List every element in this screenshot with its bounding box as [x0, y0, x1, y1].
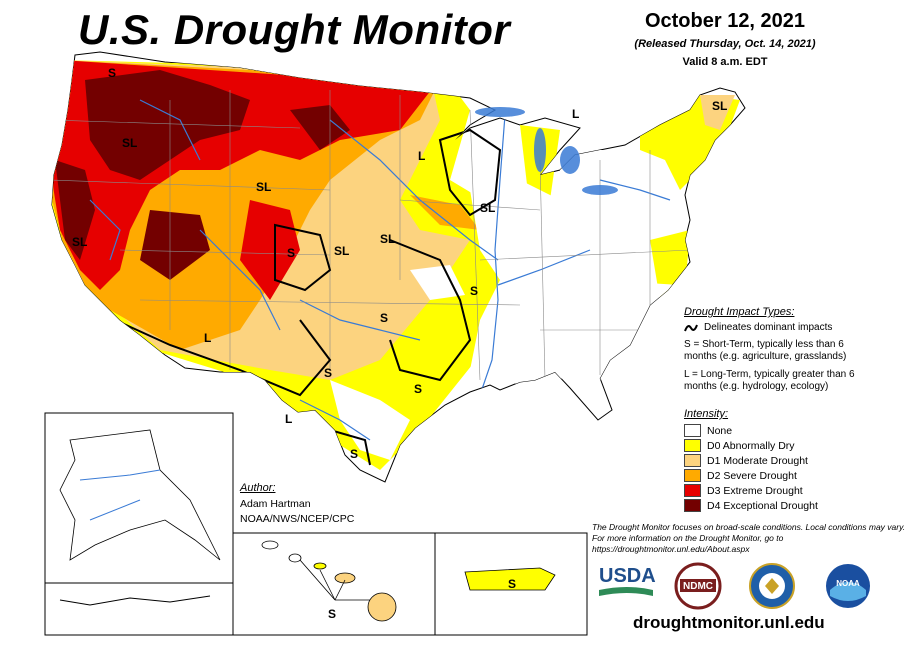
map-label-az: L [204, 331, 211, 345]
map-label-ne: SL [334, 244, 349, 258]
swatch-d3 [684, 484, 701, 497]
map-label-wi: L [418, 149, 425, 163]
release-date: (Released Thursday, Oct. 14, 2021) [634, 38, 816, 50]
legend-item: D3 Extreme Drought [684, 484, 818, 497]
swatch-d0 [684, 439, 701, 452]
map-label-pr: S [508, 577, 516, 591]
legend-item: None [684, 424, 818, 437]
map-label-tx-west: L [285, 412, 292, 426]
map-label-co: S [287, 246, 295, 260]
short-term-desc: S = Short-Term, typically less than 6 mo… [684, 339, 847, 362]
map-label-ks: SL [380, 232, 395, 246]
map-date: October 12, 2021 [644, 10, 806, 32]
intensity-legend-heading: Intensity: [684, 408, 729, 420]
disclaimer-text: The Drought Monitor focuses on broad-sca… [592, 522, 906, 554]
map-label-mo: S [470, 284, 478, 298]
impact-line-label: Delineates dominant impacts [704, 322, 833, 333]
impact-line-icon [684, 324, 698, 331]
legend-item: D2 Severe Drought [684, 469, 818, 482]
map-label-mn-north: L [572, 107, 579, 121]
author-block: Author: Adam Hartman NOAA/NWS/NCEP/CPC [240, 481, 354, 527]
ndmc-logo: NDMC [674, 562, 722, 610]
svg-text:NDMC: NDMC [683, 581, 713, 592]
map-label-maine: SL [712, 99, 727, 113]
author-org: NOAA/NWS/NCEP/CPC [240, 513, 355, 525]
author-name: Adam Hartman [240, 498, 311, 510]
impact-legend-heading: Drought Impact Types: [684, 306, 795, 318]
legend-item: D4 Exceptional Drought [684, 499, 818, 512]
noaa-logo: NOAA [826, 564, 870, 608]
svg-text:NOAA: NOAA [836, 579, 860, 588]
svg-text:USDA: USDA [599, 565, 656, 587]
legend-item: D0 Abnormally Dry [684, 439, 818, 452]
map-label-ca: SL [72, 235, 87, 249]
aleutian-inset [44, 582, 234, 636]
map-label-id: SL [256, 180, 271, 194]
impact-legend: Drought Impact Types: Delineates dominan… [684, 306, 904, 399]
swatch-d1 [684, 454, 701, 467]
map-label-or: SL [122, 136, 137, 150]
intensity-legend: Intensity: None D0 Abnormally Dry D1 Mod… [684, 408, 818, 514]
commerce-logo [749, 563, 795, 609]
map-label-ia: SL [480, 201, 495, 215]
legend-item: D1 Moderate Drought [684, 454, 818, 467]
map-label-ok: S [380, 311, 388, 325]
website-url[interactable]: droughtmonitor.unl.edu [633, 613, 825, 632]
valid-time: Valid 8 a.m. EDT [682, 56, 768, 68]
map-label-tx-north: S [324, 366, 332, 380]
long-term-desc: L = Long-Term, typically greater than 6 … [684, 369, 855, 392]
map-label-wa: S [108, 66, 116, 80]
swatch-none [684, 424, 701, 437]
map-label-hawaii: S [328, 607, 336, 621]
author-heading: Author: [240, 482, 276, 494]
hawaii-inset [232, 532, 436, 636]
swatch-d2 [684, 469, 701, 482]
map-label-tx-east: S [414, 382, 422, 396]
usda-logo: USDA [599, 565, 656, 596]
map-title: U.S. Drought Monitor [78, 6, 511, 53]
swatch-d4 [684, 499, 701, 512]
map-label-tx-south: S [350, 447, 358, 461]
